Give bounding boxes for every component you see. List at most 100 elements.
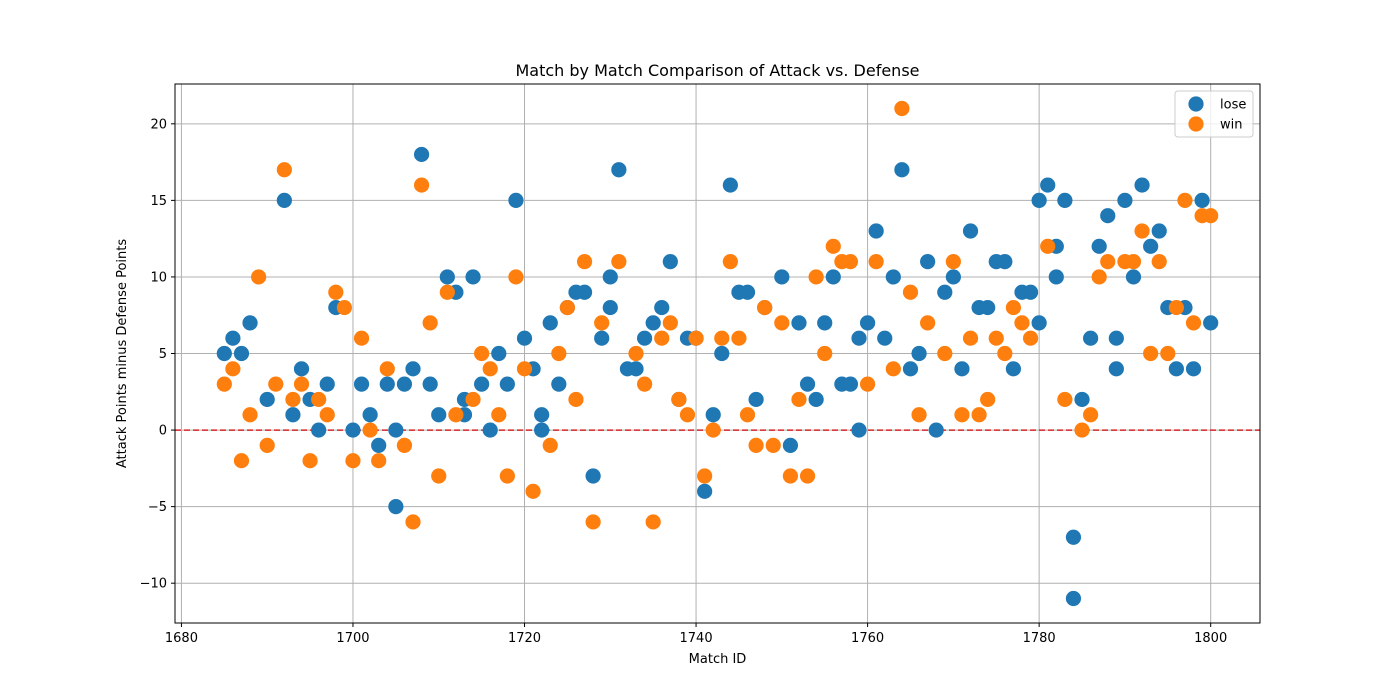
point-lose — [1091, 238, 1107, 254]
point-lose — [877, 330, 893, 346]
point-win — [422, 315, 438, 331]
point-lose — [1143, 238, 1159, 254]
point-lose — [345, 422, 361, 438]
point-win — [448, 407, 464, 423]
point-lose — [388, 422, 404, 438]
point-win — [216, 376, 232, 392]
point-win — [319, 407, 335, 423]
x-tick-label: 1740 — [680, 631, 713, 646]
point-win — [636, 376, 653, 392]
point-win — [731, 330, 747, 346]
point-win — [1022, 330, 1039, 346]
y-tick-label: −10 — [140, 577, 167, 592]
point-win — [688, 330, 704, 346]
point-win — [1057, 391, 1073, 408]
point-win — [1083, 407, 1099, 423]
point-lose — [739, 284, 756, 300]
point-win — [233, 453, 250, 469]
point-lose — [1108, 361, 1124, 377]
point-win — [980, 391, 996, 408]
legend-label-lose: lose — [1220, 98, 1246, 113]
point-win — [1168, 299, 1184, 316]
point-win — [405, 514, 421, 530]
point-lose — [576, 284, 593, 300]
point-lose — [602, 269, 618, 285]
point-win — [585, 514, 601, 530]
point-win — [962, 330, 979, 346]
point-lose — [319, 376, 335, 392]
point-lose — [388, 499, 404, 515]
point-win — [799, 468, 816, 484]
point-win — [465, 391, 481, 408]
point-lose — [636, 330, 653, 346]
point-lose — [808, 391, 824, 408]
x-tick-label: 1800 — [1194, 631, 1227, 646]
y-tick-label: 10 — [150, 270, 167, 285]
point-lose — [697, 483, 713, 499]
point-win — [1160, 345, 1176, 362]
point-win — [1125, 254, 1142, 270]
point-win — [225, 361, 241, 377]
point-win — [1074, 422, 1090, 438]
point-lose — [705, 407, 721, 423]
point-lose — [911, 345, 927, 362]
point-lose — [216, 345, 232, 362]
point-lose — [371, 437, 387, 453]
point-win — [525, 483, 541, 499]
point-win — [1143, 345, 1159, 362]
point-win — [765, 437, 781, 453]
y-axis-label: Attack Points minus Defense Points — [115, 239, 130, 468]
point-win — [1203, 208, 1219, 224]
point-lose — [611, 162, 627, 178]
point-lose — [242, 315, 258, 331]
point-lose — [422, 376, 438, 392]
point-lose — [396, 376, 413, 392]
point-lose — [311, 422, 327, 438]
point-win — [945, 254, 961, 270]
point-win — [1134, 223, 1150, 239]
x-axis-label: Match ID — [689, 652, 747, 667]
legend: lose win — [1174, 90, 1254, 138]
point-lose — [405, 361, 421, 377]
point-lose — [474, 376, 490, 392]
point-lose — [1048, 269, 1064, 285]
point-win — [782, 468, 799, 484]
point-lose — [894, 162, 910, 178]
point-win — [251, 269, 267, 285]
point-win — [285, 391, 301, 408]
point-win — [576, 254, 593, 270]
point-lose — [937, 284, 953, 300]
point-lose — [1185, 361, 1202, 377]
point-win — [997, 345, 1013, 362]
point-lose — [534, 422, 550, 438]
point-lose — [714, 345, 730, 362]
legend-marker-lose — [1188, 96, 1204, 112]
point-win — [508, 269, 524, 285]
point-lose — [1065, 590, 1082, 607]
point-win — [1014, 315, 1030, 331]
point-lose — [508, 192, 524, 208]
point-win — [842, 254, 859, 270]
point-lose — [1125, 269, 1142, 285]
point-lose — [1194, 192, 1210, 208]
point-win — [242, 407, 258, 423]
point-win — [276, 162, 292, 178]
point-lose — [276, 192, 292, 208]
point-lose — [233, 345, 250, 362]
y-tick-label: 5 — [159, 347, 167, 362]
point-win — [499, 468, 515, 484]
point-win — [1100, 254, 1116, 270]
point-lose — [1065, 529, 1082, 545]
y-tick-label: 15 — [150, 194, 167, 209]
series-lose — [216, 146, 1219, 607]
point-win — [679, 407, 696, 423]
point-win — [594, 315, 610, 331]
point-lose — [439, 269, 455, 285]
point-win — [396, 437, 413, 453]
point-lose — [645, 315, 661, 331]
point-lose — [353, 376, 370, 392]
point-lose — [774, 269, 790, 285]
point-lose — [799, 376, 816, 392]
x-tick-label: 1720 — [508, 631, 541, 646]
